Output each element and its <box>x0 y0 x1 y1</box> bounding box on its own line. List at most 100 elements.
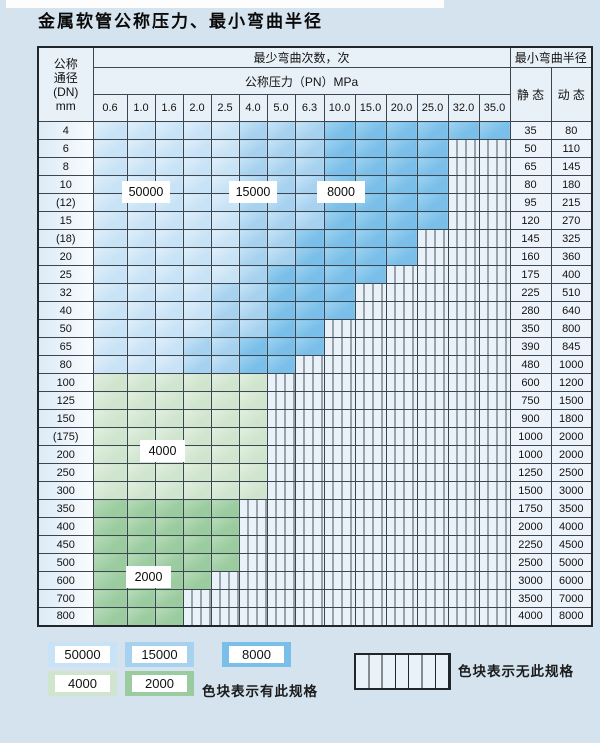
pressure-value-header: 32.0 <box>447 94 480 122</box>
spec-available-cell <box>238 409 268 428</box>
spec-available-cell <box>210 553 240 572</box>
spec-available-cell <box>385 193 418 212</box>
no-spec-cell <box>385 301 418 320</box>
dynamic-radius-cell: 1200 <box>550 373 593 392</box>
static-radius-cell: 80 <box>509 175 552 194</box>
spec-available-cell <box>238 391 268 410</box>
legend-box-8000: 8000 <box>222 642 291 667</box>
no-spec-cell <box>478 247 511 266</box>
no-spec-cell <box>323 319 356 338</box>
no-spec-cell <box>478 193 511 212</box>
nominal-pressure-header: 公称压力（PN）MPa <box>92 67 511 95</box>
spec-available-cell <box>354 193 387 212</box>
spec-available-cell <box>238 373 268 392</box>
static-column-header: 静 态 <box>509 67 552 122</box>
spec-available-cell <box>210 463 240 482</box>
dn-cell: 6 <box>37 139 94 158</box>
no-spec-cell <box>447 337 480 356</box>
spec-available-cell <box>92 427 128 446</box>
spec-available-cell <box>182 373 212 392</box>
spec-available-cell <box>238 337 268 356</box>
spec-available-cell <box>385 247 418 266</box>
spec-available-cell <box>154 211 184 230</box>
page-title: 金属软管公称压力、最小弯曲半径 <box>38 12 323 31</box>
spec-available-cell <box>294 337 325 356</box>
no-spec-cell <box>447 319 480 338</box>
spec-available-cell <box>182 535 212 554</box>
no-spec-cell <box>323 517 356 536</box>
dn-cell: 125 <box>37 391 94 410</box>
no-spec-cell <box>385 337 418 356</box>
dynamic-radius-cell: 180 <box>550 175 593 194</box>
spec-available-cell <box>154 193 184 212</box>
spec-available-cell <box>210 175 240 194</box>
no-spec-cell <box>354 373 387 392</box>
no-spec-cell <box>478 607 511 626</box>
spec-available-cell <box>126 283 156 302</box>
spec-available-cell <box>182 481 212 500</box>
no-spec-cell <box>385 319 418 338</box>
no-spec-cell <box>266 535 296 554</box>
no-spec-cell <box>478 481 511 500</box>
legend-value: 8000 <box>229 646 284 663</box>
spec-available-cell <box>154 265 184 284</box>
spec-available-cell <box>354 157 387 176</box>
spec-available-cell <box>354 121 387 140</box>
spec-available-cell <box>182 463 212 482</box>
no-spec-cell <box>478 391 511 410</box>
spec-available-cell <box>154 427 184 446</box>
no-spec-cell <box>416 229 449 248</box>
pressure-value-header: 1.6 <box>154 94 184 122</box>
dynamic-radius-cell: 4000 <box>550 517 593 536</box>
no-spec-cell <box>478 463 511 482</box>
no-spec-cell <box>354 499 387 518</box>
no-spec-cell <box>294 607 325 626</box>
no-spec-cell <box>447 301 480 320</box>
table-row-dn-12: (12) 95 215 <box>37 193 593 212</box>
spec-available-cell <box>385 157 418 176</box>
dynamic-radius-cell: 5000 <box>550 553 593 572</box>
no-spec-cell <box>385 373 418 392</box>
spec-available-cell <box>92 301 128 320</box>
spec-available-cell <box>126 229 156 248</box>
no-spec-cell <box>294 391 325 410</box>
spec-available-cell <box>92 121 128 140</box>
no-spec-cell <box>447 157 480 176</box>
spec-available-cell <box>210 391 240 410</box>
spec-available-cell <box>154 175 184 194</box>
dn-cell: 40 <box>37 301 94 320</box>
static-radius-cell: 1250 <box>509 463 552 482</box>
spec-available-cell <box>210 301 240 320</box>
spec-available-cell <box>354 139 387 158</box>
no-spec-cell <box>266 427 296 446</box>
table-row-dn-500: 500 2500 5000 <box>37 553 593 572</box>
dynamic-radius-cell: 360 <box>550 247 593 266</box>
spec-available-cell <box>154 247 184 266</box>
no-spec-cell <box>416 391 449 410</box>
spec-available-cell <box>92 229 128 248</box>
dynamic-radius-cell: 510 <box>550 283 593 302</box>
spec-available-cell <box>323 247 356 266</box>
dynamic-radius-cell: 845 <box>550 337 593 356</box>
dynamic-radius-cell: 2500 <box>550 463 593 482</box>
no-spec-cell <box>478 283 511 302</box>
no-spec-cell <box>478 499 511 518</box>
no-spec-cell <box>323 535 356 554</box>
spec-available-cell <box>182 355 212 374</box>
table-row-dn-150: 150 900 1800 <box>37 409 593 428</box>
dynamic-radius-cell: 2000 <box>550 427 593 446</box>
spec-available-cell <box>210 319 240 338</box>
table-row-dn-18: (18) 145 325 <box>37 229 593 248</box>
spec-available-cell <box>154 607 184 626</box>
no-spec-cell <box>385 481 418 500</box>
table-row-dn-65: 65 390 845 <box>37 337 593 356</box>
table-row-dn-80: 80 480 1000 <box>37 355 593 374</box>
no-spec-cell <box>478 355 511 374</box>
no-spec-cell <box>323 445 356 464</box>
spec-available-cell <box>323 229 356 248</box>
spec-available-cell <box>238 319 268 338</box>
spec-available-cell <box>416 175 449 194</box>
table-row-dn-25: 25 175 400 <box>37 265 593 284</box>
pressure-value-header: 15.0 <box>354 94 387 122</box>
spec-available-cell <box>238 463 268 482</box>
